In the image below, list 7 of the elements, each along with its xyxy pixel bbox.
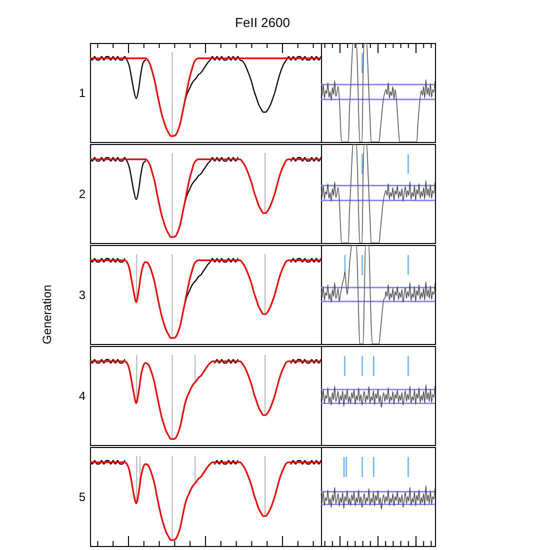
y-axis-title: 4 [78, 389, 86, 403]
y-axis-title: 3 [78, 288, 86, 302]
y-axis-title: 2 [78, 187, 86, 201]
y-axis-title: 1 [78, 86, 86, 100]
y-axis-title: 5 [78, 490, 86, 504]
text: Generation [40, 284, 54, 344]
chart-title: FeII 2600 [235, 15, 290, 30]
